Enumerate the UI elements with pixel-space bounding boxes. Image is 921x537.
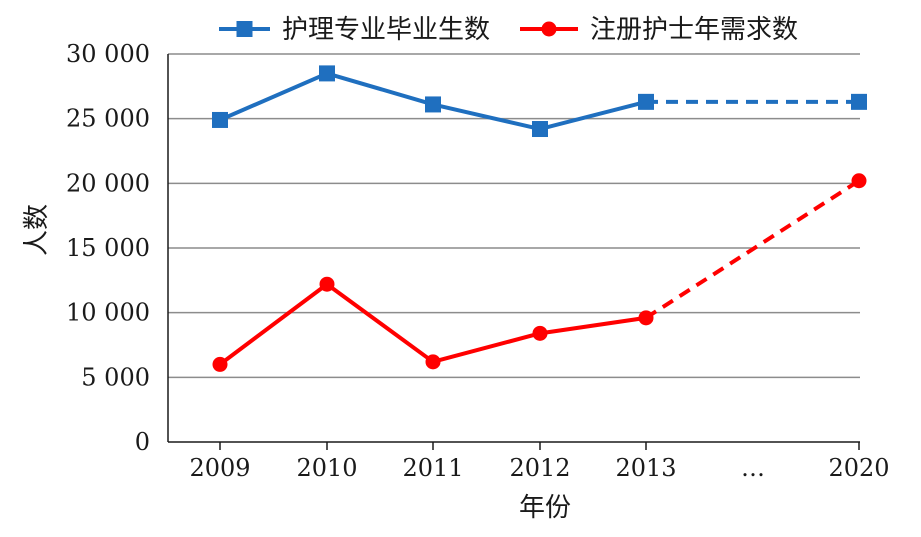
data-point	[425, 354, 441, 370]
x-tick-label: 2012	[509, 454, 570, 482]
x-tick-label: 2011	[402, 454, 463, 482]
x-tick-label: 2013	[615, 454, 676, 482]
y-tick-label: 25 000	[66, 105, 150, 133]
data-point	[319, 276, 335, 292]
x-tick-label: 2010	[296, 454, 357, 482]
data-point	[425, 96, 441, 113]
x-axis-title: 年份	[519, 493, 571, 523]
x-tick-label: 2009	[189, 454, 250, 482]
y-tick-label: 15 000	[66, 234, 150, 262]
grid-lines	[168, 53, 860, 379]
legend-label: 注册护士年需求数	[590, 15, 798, 45]
series-group	[212, 65, 867, 372]
data-point	[851, 93, 867, 110]
data-point	[851, 173, 867, 189]
data-point	[532, 121, 548, 138]
data-point	[212, 111, 228, 128]
series-1	[212, 65, 867, 138]
legend-marker	[236, 21, 253, 37]
y-tick-label: 30 000	[66, 40, 150, 68]
series-line-projected	[644, 179, 861, 320]
y-axis-title: 人数	[22, 204, 52, 256]
y-tick-label: 5 000	[81, 363, 150, 391]
y-tick-labels: 0 5 000 10 000 15 000 20 000 25 000 30 000	[66, 40, 150, 456]
y-tick-label: 20 000	[66, 169, 150, 197]
series-2	[212, 173, 867, 372]
y-tick-label: 10 000	[66, 299, 150, 327]
data-point	[638, 310, 654, 326]
legend-label: 护理专业毕业生数	[282, 15, 490, 45]
x-tick-label: …	[741, 454, 765, 482]
data-point	[532, 325, 548, 341]
x-tick-labels: 2009 2010 2011 2012 2013 … 2020	[189, 454, 889, 482]
x-tick-label: 2020	[828, 454, 889, 482]
axes	[167, 54, 860, 450]
legend-item-2: 注册护士年需求数	[520, 15, 798, 45]
legend-marker	[541, 21, 557, 37]
legend: 护理专业毕业生数 注册护士年需求数	[219, 15, 798, 45]
data-point	[319, 65, 335, 82]
series-line-actual	[218, 282, 647, 367]
data-point	[212, 356, 228, 372]
legend-item-1: 护理专业毕业生数	[219, 15, 490, 45]
data-point	[638, 93, 654, 110]
y-tick-label: 0	[135, 428, 150, 456]
